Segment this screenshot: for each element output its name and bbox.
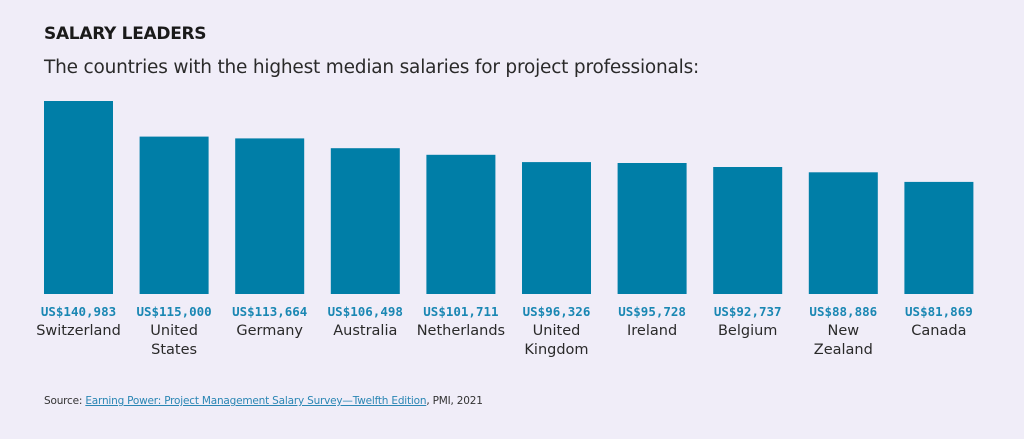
category-label: Ireland [627,323,677,339]
source-suffix: , PMI, 2021 [426,395,483,407]
source-prefix: Source: [44,395,86,407]
source-note: Source: Earning Power: Project Managemen… [44,395,483,407]
value-label: US$81,869 [905,304,973,319]
category-label: Canada [911,323,966,339]
category-label: Zealand [814,342,873,358]
value-label: US$115,000 [136,304,211,319]
bar [808,172,878,294]
category-label: Kingdom [524,342,588,358]
category-label: Netherlands [417,323,505,339]
value-label: US$113,664 [232,304,307,319]
bar [522,162,591,294]
category-label: Australia [333,323,397,339]
source-link[interactable]: Earning Power: Project Management Salary… [85,395,427,407]
value-label: US$140,983 [41,304,116,319]
bar [139,136,209,294]
bar [426,154,496,294]
value-label: US$92,737 [714,304,782,319]
category-labels-group: Switzerland United States Germany Australia N… [36,323,966,358]
bar [904,181,974,294]
bars-group [44,101,974,294]
category-label: Switzerland [36,323,121,339]
value-label: US$95,728 [618,304,686,319]
category-label: Germany [236,323,303,339]
category-label: United [150,323,198,339]
bar [713,167,783,294]
bar [235,138,305,294]
bar [330,148,400,294]
value-label: US$96,326 [523,304,591,319]
value-label: US$101,711 [423,304,498,319]
chart-title: SALARY LEADERS [44,24,207,44]
category-label: Belgium [718,323,777,339]
value-label: US$88,886 [809,304,877,319]
value-labels-group: US$140,983 US$115,000 US$113,664 US$106,498… [41,304,973,319]
category-label: New [827,323,859,339]
chart-subtitle: The countries with the highest median sa… [44,57,700,78]
value-label: US$106,498 [328,304,403,319]
category-label: States [151,342,197,358]
bar [44,101,113,294]
bar [617,163,687,294]
category-label: United [533,323,581,339]
